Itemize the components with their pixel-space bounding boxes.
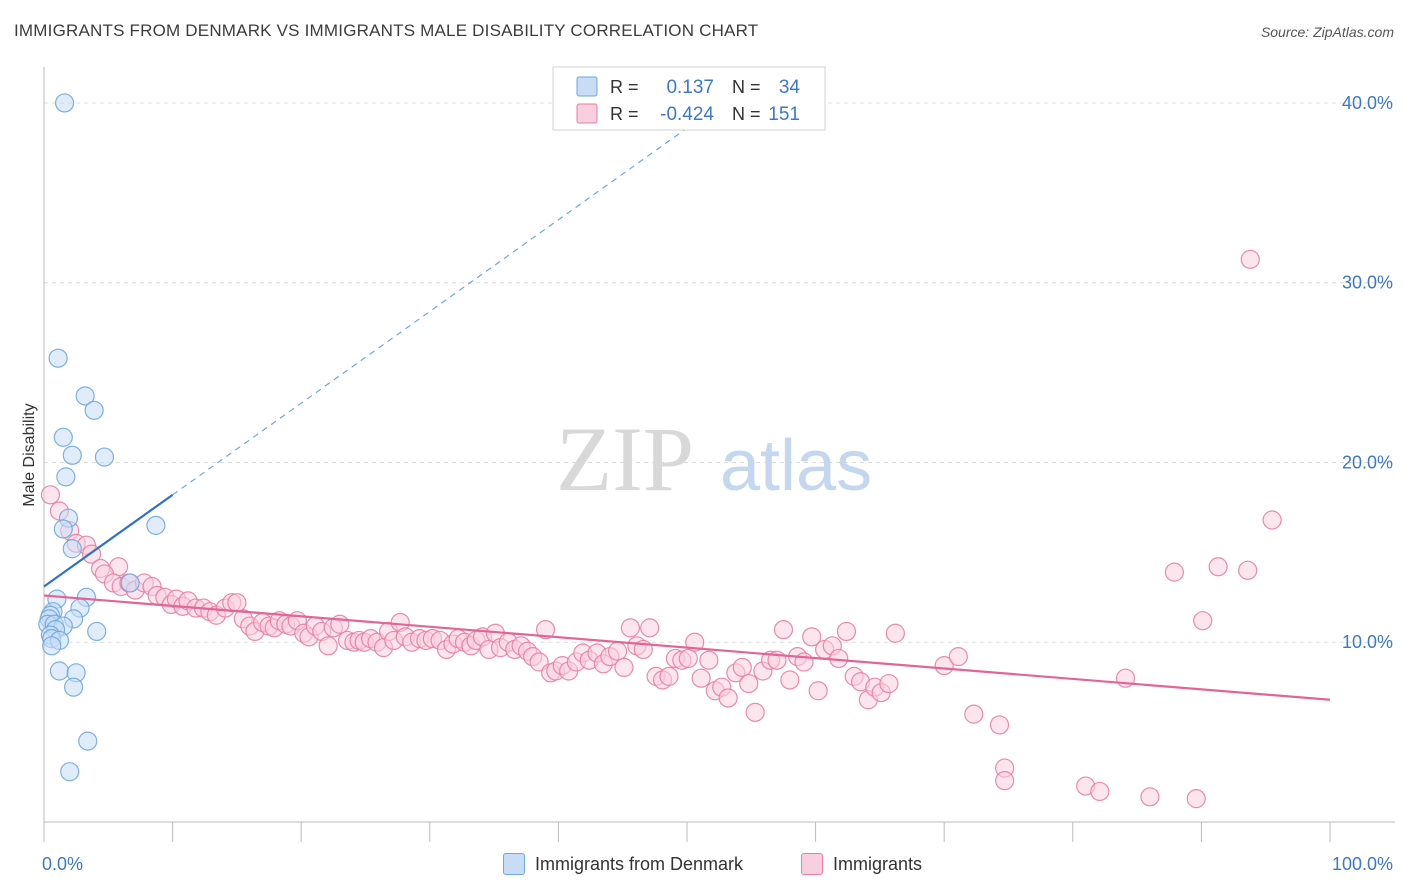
trend-lines <box>43 127 1331 701</box>
stats-r-value-2: -0.424 <box>660 104 714 125</box>
immigrants-point <box>691 668 711 688</box>
immigrants-point <box>964 704 984 724</box>
denmark-point <box>54 93 75 113</box>
stats-r-value-1: 0.137 <box>666 77 714 98</box>
stats-r-label-2: R = <box>610 104 639 124</box>
immigrants-point <box>732 657 752 678</box>
immigrants-point <box>718 688 738 708</box>
y-tick-label: 10.0% <box>1342 632 1393 652</box>
denmark-point <box>53 427 73 447</box>
immigrants-point <box>780 670 800 690</box>
y-axis-title: Male Disability <box>21 403 38 506</box>
immigrants-point <box>802 627 822 647</box>
denmark-point <box>60 762 80 782</box>
legend-swatch-blue <box>503 853 525 875</box>
legend-swatch-pink <box>801 853 823 875</box>
legend-item-denmark[interactable]: Immigrants from Denmark <box>503 853 743 875</box>
immigrants-point <box>640 618 660 638</box>
denmark-point <box>42 636 62 656</box>
immigrants-point <box>934 656 954 676</box>
immigrants-point <box>989 715 1010 735</box>
denmark-point <box>75 386 95 406</box>
axes <box>43 67 1395 842</box>
source-label: Source: ZipAtlas.com <box>1260 24 1394 40</box>
immigrants-point <box>614 657 634 678</box>
immigrants-point <box>745 702 765 722</box>
immigrants-point <box>1193 611 1213 631</box>
stats-swatch-pink <box>576 103 598 124</box>
denmark-point <box>56 467 76 487</box>
immigrants-point <box>808 681 828 701</box>
bottom-legend: Immigrants from Denmark Immigrants <box>0 851 1406 879</box>
immigrants-point <box>1240 249 1260 269</box>
denmark-point <box>120 573 140 593</box>
x-tick-label: 0.0% <box>42 854 83 874</box>
denmark-trend-line <box>43 493 174 588</box>
immigrants-point <box>1186 789 1206 809</box>
stats-n-label-1: N = <box>732 77 761 97</box>
immigrants-point <box>1262 510 1282 530</box>
chart-title: IMMIGRANTS FROM DENMARK VS IMMIGRANTS MA… <box>14 21 759 40</box>
immigrants-point <box>995 771 1015 791</box>
immigrants-point <box>318 636 338 656</box>
axis-labels: 10.0% 20.0% 30.0% 40.0% 0.0% 100.0% <box>42 93 1393 874</box>
immigrants-point <box>1164 562 1184 582</box>
y-tick-label: 20.0% <box>1342 452 1393 472</box>
immigrants-point <box>227 593 247 613</box>
immigrants-point <box>1140 787 1160 807</box>
immigrants-point <box>685 632 705 652</box>
immigrants-point <box>948 647 968 667</box>
stats-swatch-blue <box>576 76 598 97</box>
legend-label-denmark: Immigrants from Denmark <box>535 853 744 874</box>
denmark-point <box>49 661 70 681</box>
x-tick-label: 100.0% <box>1332 854 1393 874</box>
denmark-point <box>48 348 68 368</box>
immigrants-point <box>1208 557 1228 577</box>
data-points <box>38 93 1282 809</box>
denmark-point <box>78 731 98 751</box>
immigrants-point <box>659 666 679 686</box>
immigrants-point <box>620 618 641 638</box>
denmark-point <box>62 539 82 559</box>
watermark-atlas: atlas <box>720 426 872 506</box>
denmark-point <box>94 447 115 467</box>
denmark-point <box>146 515 166 535</box>
immigrants-point <box>1238 560 1258 580</box>
immigrants-point <box>879 673 899 694</box>
immigrants-point <box>678 648 698 669</box>
denmark-point <box>63 677 84 697</box>
watermark-zip: ZIP <box>556 408 694 510</box>
legend-label-immigrants: Immigrants <box>833 853 923 874</box>
immigrants-point <box>40 485 61 505</box>
stats-n-value-2: 151 <box>768 104 800 125</box>
stats-n-value-1: 34 <box>779 77 801 98</box>
denmark-point <box>53 519 73 539</box>
denmark-point <box>84 400 104 420</box>
stats-n-label-2: N = <box>732 104 761 124</box>
immigrants-point <box>607 641 628 661</box>
grid <box>44 102 1395 643</box>
denmark-point <box>62 445 82 465</box>
immigrants-point <box>739 673 759 694</box>
stats-box-frame <box>552 66 826 131</box>
watermark: ZIP atlas <box>556 408 872 510</box>
immigrants-point <box>699 650 719 670</box>
stats-r-label-1: R = <box>610 77 639 97</box>
immigrants-trend-line <box>43 594 1331 701</box>
stats-legend-box: R = 0.137 N = 34 R = -0.424 N = 151 <box>552 66 826 131</box>
immigrants-point <box>885 623 905 643</box>
immigrants-point <box>535 620 556 640</box>
immigrants-point <box>836 621 857 642</box>
legend-item-immigrants[interactable]: Immigrants <box>801 853 922 875</box>
immigrants-point <box>1090 781 1110 802</box>
immigrants-point <box>773 620 794 640</box>
y-tick-label: 40.0% <box>1342 93 1393 113</box>
denmark-point <box>87 621 107 642</box>
y-tick-label: 30.0% <box>1342 273 1393 293</box>
